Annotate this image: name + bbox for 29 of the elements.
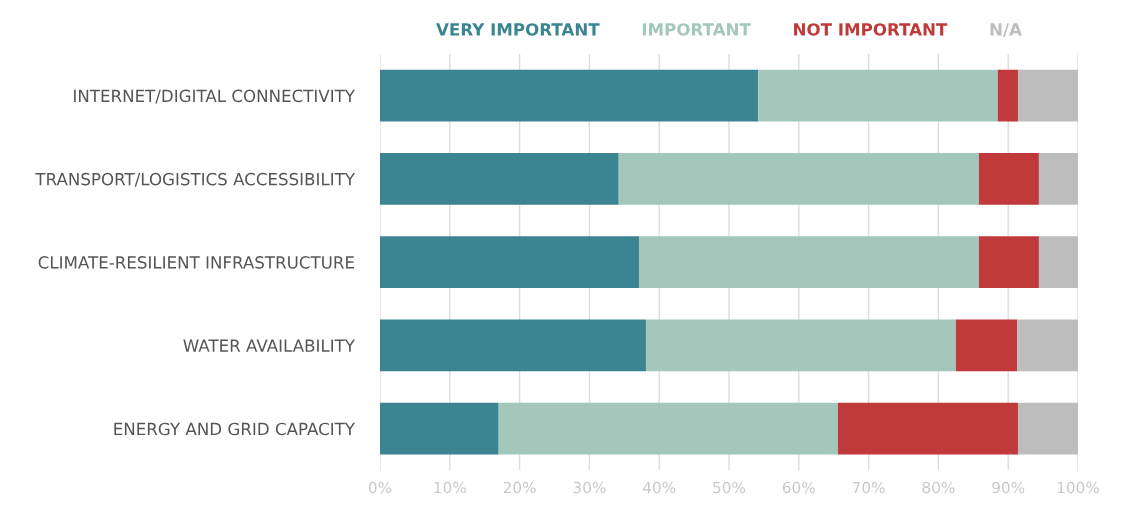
bar <box>837 402 1018 455</box>
bar <box>380 402 499 455</box>
bar <box>997 69 1018 122</box>
bar <box>978 153 1039 205</box>
bar <box>618 153 979 205</box>
y-tick-label: INTERNET/DIGITAL CONNECTIVITY <box>74 89 356 104</box>
bar <box>1017 402 1078 455</box>
bar <box>380 69 759 122</box>
bar <box>1038 153 1078 205</box>
y-tick-label: WATER AVAILABILITY <box>183 339 356 352</box>
bar <box>978 236 1039 288</box>
bar <box>645 319 956 372</box>
y-tick-label: TRANSPORT/LOGISTICS ACCESSIBILITY <box>35 172 356 187</box>
text: IMPORTANT <box>642 23 751 36</box>
bar <box>638 236 979 288</box>
text: VERY IMPORTANT <box>436 23 600 36</box>
bar <box>1038 236 1078 288</box>
bar <box>1017 319 1078 372</box>
bar <box>380 153 619 205</box>
bar <box>380 319 646 372</box>
bar <box>758 69 998 122</box>
bar <box>1017 69 1078 122</box>
y-tick-label: ENERGY AND GRID CAPACITY <box>114 422 356 436</box>
y-tick-label: CLIMATE-RESILIENT INFRASTRUCTURE <box>38 256 354 269</box>
text: NOT IMPORTANT <box>794 23 948 36</box>
bar <box>380 236 639 288</box>
series-label: N/A <box>990 23 1022 38</box>
bar <box>955 319 1018 372</box>
bar <box>498 402 838 455</box>
